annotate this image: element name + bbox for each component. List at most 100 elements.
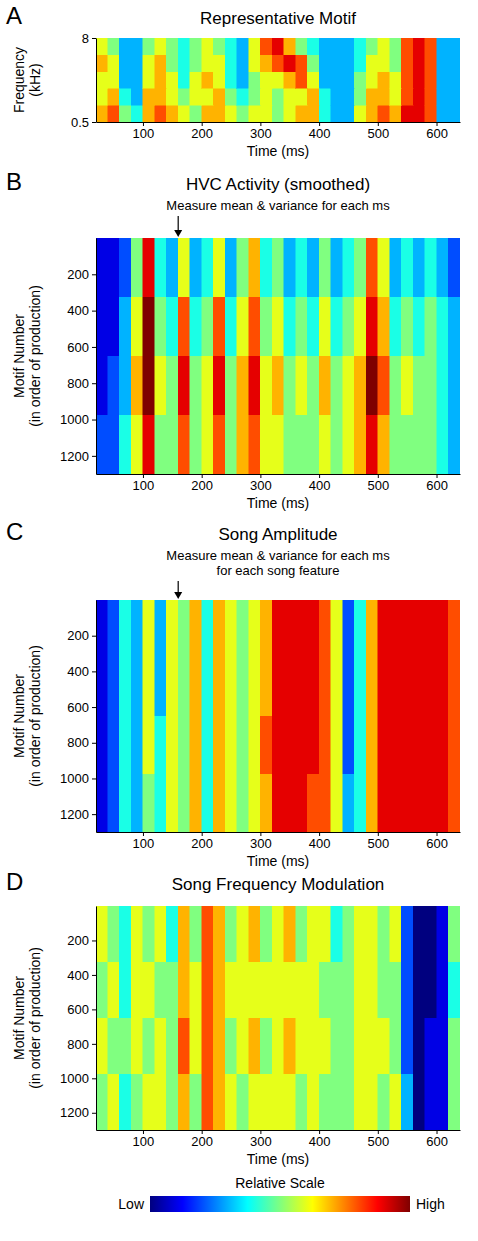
- heatmap-cell: [354, 88, 366, 105]
- y-tick: 1200: [60, 807, 96, 822]
- heatmap-cell: [202, 774, 214, 832]
- heatmap-cell: [390, 906, 402, 962]
- heatmap-cell: [131, 356, 143, 415]
- x-tick-label: 500: [367, 126, 389, 141]
- heatmap-cell: [213, 415, 225, 474]
- heatmap-cell: [155, 962, 167, 1018]
- heatmap-cell: [437, 356, 449, 415]
- heatmap-cell: [343, 38, 355, 55]
- heatmap-cell: [307, 105, 319, 122]
- heatmap-cell: [331, 600, 343, 658]
- heatmap-cell: [296, 1018, 308, 1074]
- panel-title: Representative Motif: [200, 9, 356, 28]
- heatmap-cell: [178, 906, 190, 962]
- heatmap-cell: [96, 38, 108, 55]
- heatmap-cell: [437, 1018, 449, 1074]
- heatmap-cell: [178, 774, 190, 832]
- heatmap-cell: [296, 600, 308, 658]
- heatmap-cell: [296, 105, 308, 122]
- heatmap-cell: [96, 88, 108, 105]
- heatmap-cell: [319, 88, 331, 105]
- x-axis: 100200300400500600: [97, 474, 461, 493]
- heatmap-cell: [143, 38, 155, 55]
- heatmap-cell: [378, 415, 390, 474]
- colorbar-tick-label: High: [416, 1196, 445, 1212]
- heatmap-cell: [108, 72, 120, 89]
- heatmap-cell: [319, 356, 331, 415]
- heatmap-cell: [343, 600, 355, 658]
- heatmap-cell: [413, 297, 425, 356]
- heatmap-cell: [249, 600, 261, 658]
- heatmap-cell: [178, 962, 190, 1018]
- heatmap-cell: [437, 238, 449, 297]
- heatmap-cell: [448, 1018, 460, 1074]
- heatmap-cell: [437, 962, 449, 1018]
- heatmap-cell: [119, 774, 131, 832]
- annotation: for each song feature: [217, 563, 340, 578]
- heatmap-cell: [354, 38, 366, 55]
- heatmap-cell: [366, 55, 378, 72]
- heatmap-cell: [143, 55, 155, 72]
- heatmap-cell: [143, 774, 155, 832]
- heatmap-cell: [390, 1074, 402, 1130]
- panel-title: Song Frequency Modulation: [172, 875, 385, 894]
- heatmap-cell: [166, 415, 178, 474]
- heatmap-cell: [378, 105, 390, 122]
- heatmap-cell: [401, 105, 413, 122]
- heatmap-cell: [319, 774, 331, 832]
- heatmap-cell: [108, 356, 120, 415]
- heatmap-cell: [401, 1074, 413, 1130]
- y-tick-label: 200: [67, 628, 89, 643]
- heatmap-cell: [96, 72, 108, 89]
- heatmap-cell: [390, 356, 402, 415]
- heatmap-cell: [155, 774, 167, 832]
- heatmap-cell: [366, 1018, 378, 1074]
- heatmap-cell: [202, 415, 214, 474]
- heatmap-cell: [284, 72, 296, 89]
- heatmap-cell: [131, 297, 143, 356]
- heatmap-cell: [131, 88, 143, 105]
- arrow-head: [174, 592, 182, 599]
- panel-letter: D: [6, 868, 23, 895]
- heatmap-cell: [401, 88, 413, 105]
- heatmap-cell: [119, 1018, 131, 1074]
- heatmap-cell: [190, 600, 202, 658]
- heatmap-cell: [390, 1018, 402, 1074]
- heatmap-cell: [448, 716, 460, 774]
- heatmap-cell: [249, 1074, 261, 1130]
- x-axis: 100200300400500600: [97, 832, 461, 851]
- heatmap-cell: [237, 774, 249, 832]
- y-tick-mark: [92, 671, 96, 672]
- heatmap-cell: [378, 1074, 390, 1130]
- heatmap-cell: [166, 658, 178, 716]
- x-tick: 100: [133, 832, 155, 851]
- heatmap-cell: [378, 600, 390, 658]
- heatmap-cell: [202, 105, 214, 122]
- heatmap-cell: [307, 1018, 319, 1074]
- heatmap-cell: [284, 238, 296, 297]
- heatmap-cell: [448, 774, 460, 832]
- heatmap-cell: [96, 600, 108, 658]
- heatmap-cell: [178, 716, 190, 774]
- panel-letter: B: [6, 168, 22, 195]
- colorbar-title: Relative Scale: [235, 1175, 325, 1191]
- heatmap-cell: [249, 716, 261, 774]
- y-tick-label: 400: [67, 968, 89, 983]
- heatmap-cell: [202, 38, 214, 55]
- colorbar: Relative ScaleLowHigh: [118, 1175, 444, 1212]
- x-axis-line: [97, 474, 461, 475]
- heatmap-cell: [284, 1074, 296, 1130]
- y-tick-label: 1000: [60, 1071, 89, 1086]
- heatmap-cell: [190, 238, 202, 297]
- heatmap-cell: [225, 88, 237, 105]
- panel: CSong Amplitude1002003004005006002004006…: [6, 518, 461, 869]
- heatmap-cell: [378, 716, 390, 774]
- heatmap-cell: [448, 238, 460, 297]
- heatmap-cell: [284, 716, 296, 774]
- heatmap-cell: [307, 906, 319, 962]
- heatmap-cell: [225, 600, 237, 658]
- heatmap-cell: [284, 1018, 296, 1074]
- heatmap-cell: [296, 774, 308, 832]
- x-tick-label: 300: [250, 1134, 272, 1149]
- heatmap-cell: [190, 415, 202, 474]
